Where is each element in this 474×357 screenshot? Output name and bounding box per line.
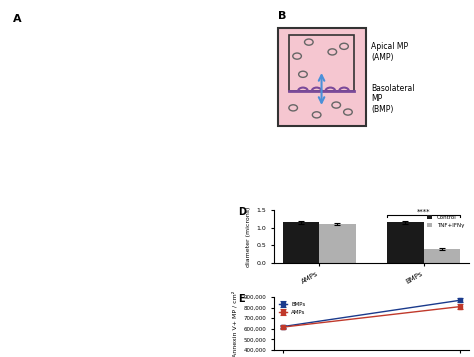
Text: Apical MP
(AMP): Apical MP (AMP) [372, 42, 409, 61]
Y-axis label: Annexin V+ MP / cm²: Annexin V+ MP / cm² [232, 290, 237, 357]
Text: A: A [13, 14, 22, 24]
Bar [424, 250, 460, 263]
Bar [387, 222, 424, 263]
Text: C: C [13, 214, 21, 224]
Legend: BMPs, AMPs: BMPs, AMPs [276, 300, 308, 317]
Bar [283, 222, 319, 263]
Text: ****: **** [417, 209, 430, 215]
FancyBboxPatch shape [289, 35, 354, 91]
Bar [319, 224, 356, 263]
Text: E: E [238, 295, 245, 305]
Text: Basolateral
MP
(BMP): Basolateral MP (BMP) [372, 84, 415, 114]
Legend: Control, TNF+IFNγ: Control, TNF+IFNγ [425, 213, 466, 230]
FancyBboxPatch shape [277, 28, 365, 126]
Text: D: D [238, 207, 246, 217]
Y-axis label: diameter (microns): diameter (microns) [246, 206, 251, 267]
Text: B: B [277, 11, 286, 21]
